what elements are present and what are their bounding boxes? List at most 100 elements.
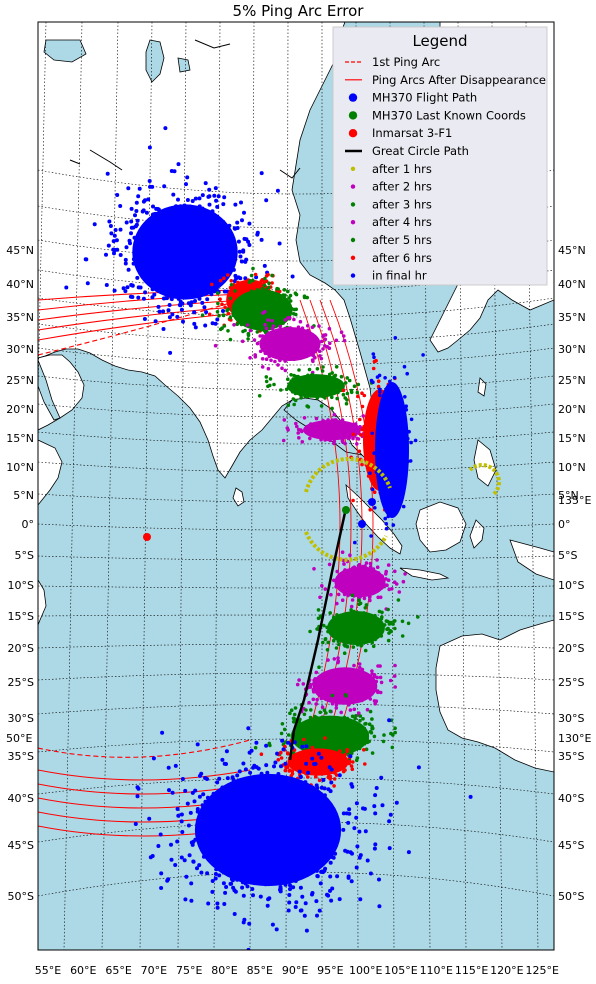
mh370-flight-path-point: [358, 520, 366, 528]
lat-label-right: 40°S: [558, 792, 584, 805]
legend-swatch: [350, 255, 356, 260]
legend-label: Inmarsat 3-F1: [372, 126, 452, 140]
land-sumatra: [345, 483, 403, 555]
land-philippines: [473, 439, 497, 487]
legend-label: after 1 hrs: [372, 162, 432, 176]
lon-label-bottom: 115°E: [455, 964, 488, 977]
land-africa-east: [38, 579, 47, 626]
lat-label-right: 10°N: [558, 461, 586, 474]
legend-label: after 2 hrs: [372, 180, 432, 194]
legend-label: 1st Ping Arc: [372, 55, 440, 69]
lat-label-right: 0°: [558, 518, 571, 531]
right-latitude-labels: 45°N 40°N 35°N 30°N 25°N 20°N 15°N 10°N 5°N 0° 5°S…: [558, 244, 586, 903]
scatter-final-hr-south: [133, 718, 473, 950]
lat-label-right: 10°S: [558, 579, 584, 592]
scatter-2hrs-north: [281, 412, 388, 446]
red-sea: [38, 359, 61, 421]
lon-label-bottom: 75°E: [176, 964, 202, 977]
land-borneo: [415, 501, 467, 553]
lat-label-left: 20°N: [6, 403, 34, 416]
legend-item: MH370 Last Known Coords: [348, 108, 526, 122]
legend-label: after 6 hrs: [372, 251, 432, 265]
lat-label-left: 5°S: [15, 549, 34, 562]
map-frame: [37, 21, 555, 951]
scatter-3hrs-north: [257, 365, 374, 411]
lat-label-right: 40°N: [558, 278, 586, 291]
lat-label-left: 10°S: [8, 579, 34, 592]
aral-sea: [177, 57, 191, 73]
after-1-hr-arcs: [304, 456, 501, 562]
legend-swatch: [350, 273, 356, 278]
caspian-sea: [145, 39, 165, 83]
lat-label-left: 45°N: [6, 244, 34, 257]
lon-label-bottom: 85°E: [247, 964, 273, 977]
legend-swatch: [350, 184, 356, 189]
edge-label-left: 50°E: [6, 732, 32, 745]
lon-label-bottom: 55°E: [35, 964, 61, 977]
lat-label-right: 30°N: [558, 343, 586, 356]
lon-label-bottom: 60°E: [70, 964, 96, 977]
lat-label-left: 40°S: [8, 792, 34, 805]
borders: [69, 39, 301, 179]
lat-label-right: 5°S: [558, 549, 577, 562]
map-title: 5% Ping Arc Error: [232, 2, 364, 20]
legend-items: 1st Ping Arc Ping Arcs After Disappearanc…: [345, 55, 546, 283]
bottom-longitude-labels: 55°E 60°E 65°E 70°E 75°E 80°E 85°E 90°E 95°E 100°…: [35, 964, 559, 977]
scatter-4hrs-south: [295, 656, 398, 732]
lon-label-bottom: 90°E: [282, 964, 308, 977]
legend-item: Ping Arcs After Disappearance: [345, 73, 546, 87]
lat-label-right: 30°S: [558, 712, 584, 725]
legend-item: MH370 Flight Path: [348, 91, 477, 105]
legend-item: after 4 hrs: [350, 215, 432, 229]
lat-label-left: 25°S: [8, 676, 34, 689]
land-new-guinea: [509, 539, 554, 581]
legend-swatch: [348, 129, 358, 138]
legend-swatch: [348, 93, 358, 102]
lat-label-left: 30°S: [8, 712, 34, 725]
scatter-2hrs-south: [312, 550, 407, 611]
black-sea: [43, 39, 87, 63]
legend-swatch: [350, 237, 356, 243]
legend-label: Great Circle Path: [372, 144, 469, 158]
great-circle-path: [288, 507, 348, 761]
legend-item: after 2 hrs: [350, 180, 432, 194]
lat-label-right: 50°S: [558, 890, 584, 903]
legend-item: after 5 hrs: [350, 233, 432, 247]
lat-label-right: 25°S: [558, 676, 584, 689]
mh370-flight-path-point: [368, 498, 376, 506]
legend-swatch: [348, 111, 358, 120]
legend-item: Inmarsat 3-F1: [348, 126, 452, 140]
lat-label-right: 45°S: [558, 839, 584, 852]
lat-label-left: 5°N: [13, 489, 34, 502]
legend-swatch: [350, 220, 356, 225]
lat-label-right: 20°S: [558, 642, 584, 655]
legend-item: Great Circle Path: [345, 144, 469, 158]
lon-label-bottom: 65°E: [105, 964, 131, 977]
legend-box: [332, 26, 548, 286]
legend-item: after 6 hrs: [350, 251, 432, 265]
legend-label: MH370 Last Known Coords: [372, 108, 526, 122]
lat-label-right: 45°N: [558, 244, 586, 257]
lon-label-bottom: 110°E: [420, 964, 453, 977]
lat-label-left: 15°S: [8, 610, 34, 623]
land-africa-horn: [38, 439, 63, 506]
lat-label-right: 35°N: [558, 311, 586, 324]
legend-item: after 3 hrs: [350, 197, 432, 211]
lon-label-bottom: 120°E: [490, 964, 523, 977]
edge-label-right-bottom: 130°E: [558, 732, 591, 745]
lat-label-right: 15°S: [558, 610, 584, 623]
legend-item: 1st Ping Arc: [345, 55, 440, 69]
legend: Legend 1st Ping Arc Ping Arcs After Disap…: [332, 26, 548, 286]
first-ping-arc-south: [38, 739, 251, 758]
legend-swatch: [350, 166, 356, 171]
scatter-final-hr-north: [64, 126, 295, 355]
lat-label-left: 10°N: [6, 461, 34, 474]
scatter-4hrs-north: [213, 309, 347, 375]
lat-label-left: 30°N: [6, 343, 34, 356]
lat-label-left: 35°N: [6, 311, 34, 324]
lat-label-left: 45°S: [8, 839, 34, 852]
edge-label-right-top: 135°E: [558, 494, 591, 507]
first-ping-arc-north: [38, 299, 241, 356]
left-latitude-labels: 45°N 40°N 35°N 30°N 25°N 20°N 15°N 10°N 5°N 0° 5°S…: [6, 244, 34, 903]
